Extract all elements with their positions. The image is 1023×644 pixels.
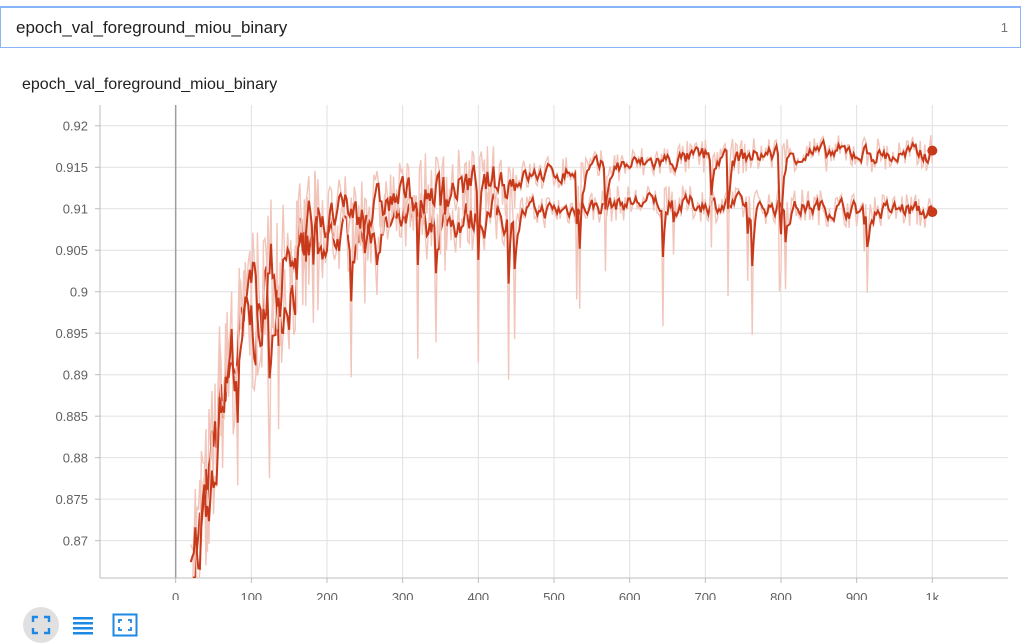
y-tick-label: 0.9 (70, 285, 88, 300)
expand-icon (112, 613, 138, 637)
x-tick-label: 100 (240, 590, 262, 600)
scalar-chart[interactable]: 0 100 200 300 400 500 600 700 800 900 1k 0.87 0.875 0… (0, 100, 1023, 600)
y-tick-label: 0.875 (55, 492, 88, 507)
x-tick-label: 0 (172, 590, 179, 600)
tag-match-count: 1 (1000, 20, 1008, 35)
expand-chart-button[interactable] (107, 607, 143, 643)
x-tick-label: 300 (392, 590, 414, 600)
x-tick-label: 700 (694, 590, 716, 600)
x-tick-label: 600 (619, 590, 641, 600)
tag-filter-value: epoch_val_foreground_miou_binary (16, 18, 288, 37)
chart-toolbar (23, 607, 143, 643)
list-icon (73, 617, 93, 635)
x-tick-label: 200 (316, 590, 338, 600)
tag-filter-input[interactable]: epoch_val_foreground_miou_binary 1 (0, 6, 1021, 48)
y-tick-label: 0.91 (63, 202, 88, 217)
y-tick-label: 0.87 (63, 534, 88, 549)
x-tick-label: 900 (846, 590, 868, 600)
toggle-data-table-button[interactable] (65, 607, 101, 643)
fit-domain-icon (31, 615, 51, 635)
y-tick-label: 0.885 (55, 409, 88, 424)
x-tick-label: 500 (543, 590, 565, 600)
y-tick-label: 0.88 (63, 451, 88, 466)
y-tick-label: 0.915 (55, 160, 88, 175)
x-tick-label: 1k (925, 590, 939, 600)
x-tick-label: 400 (467, 590, 489, 600)
card-title: epoch_val_foreground_miou_binary (22, 76, 278, 93)
y-tick-label: 0.89 (63, 368, 88, 383)
fit-domain-button[interactable] (23, 607, 59, 643)
y-tick-label: 0.905 (55, 243, 88, 258)
x-tick-label: 800 (770, 590, 792, 600)
series-end-point (927, 145, 938, 156)
y-tick-label: 0.895 (55, 326, 88, 341)
y-tick-label: 0.92 (63, 119, 88, 134)
series-line (189, 137, 934, 571)
series-end-point (927, 207, 938, 218)
